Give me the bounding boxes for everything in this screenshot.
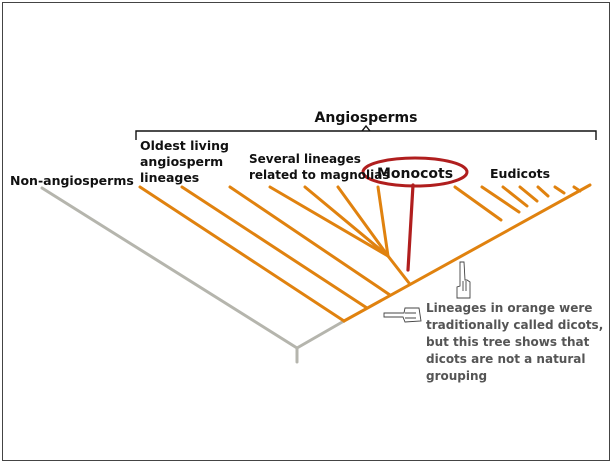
label-non-angiosperms: Non-angiosperms [10,173,134,188]
eudicot-lineage-1 [453,185,503,222]
orange-branches [138,183,592,323]
magnolia-lineage-1 [228,185,392,297]
angiosperms-title: Angiosperms [315,110,418,126]
magnolia-lineage-5 [376,185,390,258]
oldest-lineage-1 [138,185,346,323]
note-line4: dicots are not a natural [426,352,585,366]
magnolia-clade-stem [386,254,411,285]
label-magnolias-line1: Several lineages [249,152,361,166]
note-line1: Lineages in orange were [426,301,592,315]
magnolia-lineage-4 [336,185,390,258]
label-oldest-line1: Oldest living [140,138,229,153]
eudicot-lineage-7 [572,185,582,193]
dicot-note: Lineages in orange were traditionally ca… [426,301,603,383]
label-monocots: Monocots [377,166,453,182]
magnolia-lineage-3 [303,185,390,258]
note-line2: traditionally called dicots, [426,318,603,332]
spine [342,183,592,323]
eudicot-lineage-3 [501,185,529,208]
magnolia-lineage-2 [268,185,390,258]
eudicot-lineage-4 [518,185,539,203]
monocots-highlight-ellipse [361,156,469,188]
note-line3: but this tree shows that [426,335,590,349]
oldest-lineage-2 [180,185,369,310]
eudicot-lineage-5 [536,185,550,198]
gray-branches [40,186,346,364]
angiosperms-bracket [135,124,597,140]
label-oldest-line3: lineages [140,170,199,185]
angiosperm-stem [295,319,346,350]
monocot-branch [406,183,415,272]
hand-pointing-up-icon [456,261,471,299]
eudicot-lineage-2 [480,185,521,214]
hand-pointing-left-icon [383,307,422,323]
eudicot-lineage-6 [553,185,566,195]
label-magnolias-line2: related to magnolias [249,168,390,182]
note-line5: grouping [426,369,487,383]
label-eudicots: Eudicots [490,166,550,181]
label-oldest-line2: angiosperm [140,154,223,169]
non-angiosperm-branch [40,186,299,350]
